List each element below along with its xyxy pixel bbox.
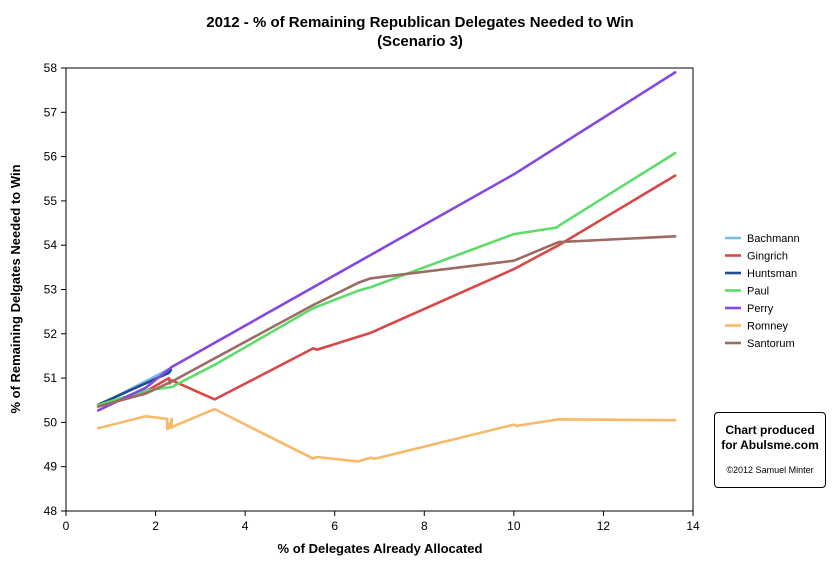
- legend-label-bachmann: Bachmann: [747, 233, 800, 245]
- series-line-romney: [96, 407, 677, 463]
- x-tick-label: 0: [63, 519, 70, 533]
- y-tick-label: 50: [44, 415, 58, 429]
- y-tick-label: 55: [44, 194, 58, 208]
- x-tick-label: 14: [686, 519, 700, 533]
- credit-box: Chart produced for Abulsme.com ©2012 Sam…: [714, 412, 826, 488]
- credit-copyright: ©2012 Samuel Minter: [726, 465, 814, 475]
- series-lines: [96, 71, 677, 463]
- x-axis: 0 2 4 6 8 10 12 14: [63, 511, 700, 533]
- y-tick-label: 51: [44, 371, 58, 385]
- legend-label-santorum: Santorum: [747, 338, 795, 350]
- chart-title: 2012 - % of Remaining Republican Delegat…: [206, 14, 633, 31]
- x-axis-label: % of Delegates Already Allocated: [278, 541, 483, 556]
- series-line-paul: [96, 151, 677, 407]
- y-tick-label: 52: [44, 327, 58, 341]
- legend-label-paul: Paul: [747, 286, 769, 298]
- y-tick-label: 56: [44, 150, 58, 164]
- legend-label-gingrich: Gingrich: [747, 251, 788, 263]
- x-tick-label: 10: [507, 519, 521, 533]
- y-axis-label: % of Remaining Delgates Needed to Win: [8, 164, 23, 413]
- chart-subtitle: (Scenario 3): [377, 33, 463, 50]
- plot-area: [65, 67, 694, 512]
- x-tick-label: 8: [421, 519, 428, 533]
- y-tick-label: 58: [44, 61, 58, 75]
- y-tick-label: 49: [44, 460, 58, 474]
- y-axis: 48 49 50 51 52 53 54 55 56 57 58: [44, 61, 66, 518]
- series-line-huntsman: [96, 368, 173, 407]
- legend-label-huntsman: Huntsman: [747, 268, 797, 280]
- credit-line1: Chart produced: [725, 423, 815, 437]
- x-tick-label: 12: [597, 519, 611, 533]
- y-tick-label: 48: [44, 504, 58, 518]
- x-tick-label: 6: [331, 519, 338, 533]
- credit-line2: for Abulsme.com: [721, 438, 819, 452]
- y-tick-label: 53: [44, 283, 58, 297]
- legend-label-romney: Romney: [747, 321, 788, 333]
- x-tick-label: 2: [152, 519, 159, 533]
- legend-label-perry: Perry: [747, 303, 774, 315]
- series-line-perry: [96, 71, 677, 412]
- series-line-santorum: [96, 235, 677, 408]
- y-tick-label: 54: [44, 238, 58, 252]
- legend: Bachmann Gingrich Huntsman Paul Perry Romney S…: [725, 233, 800, 350]
- series-line-gingrich: [96, 174, 677, 408]
- y-tick-label: 57: [44, 105, 58, 119]
- x-tick-label: 4: [242, 519, 249, 533]
